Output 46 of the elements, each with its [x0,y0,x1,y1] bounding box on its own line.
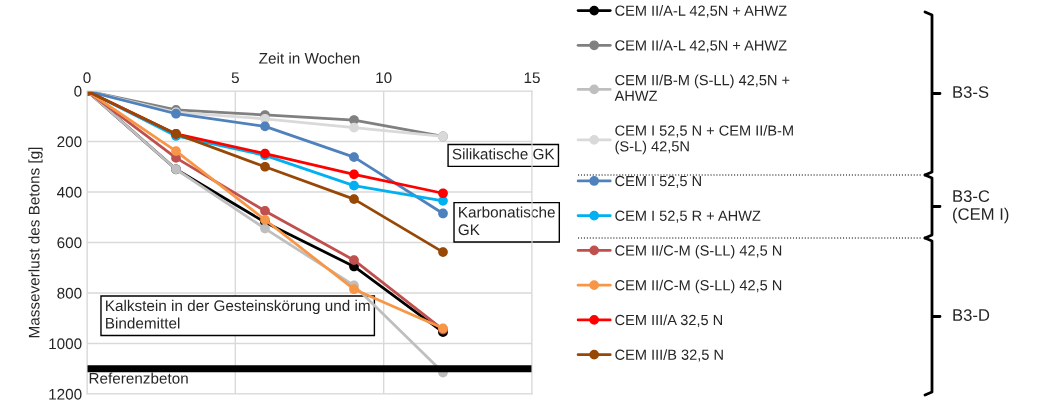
x-tick-label: 10 [376,72,392,84]
point [349,255,359,266]
y-tick-label: 1200 [49,388,82,400]
y-tick-label: 600 [57,237,82,249]
legend-label: CEM II/C-M (S-LL) 42,5 N [615,279,782,294]
point [260,121,270,132]
y-tick-label: 400 [57,186,82,198]
legend-label: CEM II/A-L 42,5N + AHWZ [615,5,787,18]
y-axis-title: Masseverlust des Betons [g] [28,147,43,338]
annotation: Kalkstein in der Gesteinskörung und im Bindemittel [106,299,370,329]
text: B3-D [953,309,990,321]
point [349,122,359,133]
y-tick-label: 1000 [49,338,82,350]
point [349,169,359,180]
point [349,284,359,295]
legend-label: CEM II/B-M (S-LL) 42,5N + AHWZ [614,74,790,101]
point [349,180,359,191]
y-tick-label: 0 [74,85,82,97]
legend-label: CEM I 52,5 N + CEM II/B-M (S-L) 42,5N [615,125,793,155]
point [349,152,359,163]
x-tick-label: 5 [231,72,239,84]
ref-line-label: Referenzbeton [89,372,188,384]
annotation: Karbonatische GK [458,206,555,236]
point [260,223,270,234]
point [438,188,448,199]
point [171,146,181,156]
point [438,247,448,257]
legend-label: CEM II/A-L 42,5N + AHWZ [615,39,787,53]
point [260,161,270,172]
text: B3-S [953,86,989,98]
legend-label: CEM I 52,5 N [615,175,701,188]
x-tick-label: 15 [524,72,540,84]
legend-label: CEM III/B 32,5 N [615,349,723,362]
point [438,208,448,219]
legend-label: CEM III/A 32,5 N [615,314,722,327]
annotation: Silikatische GK [452,148,555,160]
text: B3-C (CEM I) [953,190,1009,224]
x-axis-title: Zeit in Wochen [259,52,360,64]
y-tick-label: 800 [57,287,82,299]
x-tick-label: 0 [83,72,91,84]
point [349,115,359,125]
y-tick-label: 200 [57,136,82,148]
legend-label: CEM I 52,5 R + AHWZ [615,210,761,223]
legend-label: CEM II/C-M (S-LL) 42,5 N [615,244,782,259]
point [260,206,270,216]
point [349,194,359,204]
